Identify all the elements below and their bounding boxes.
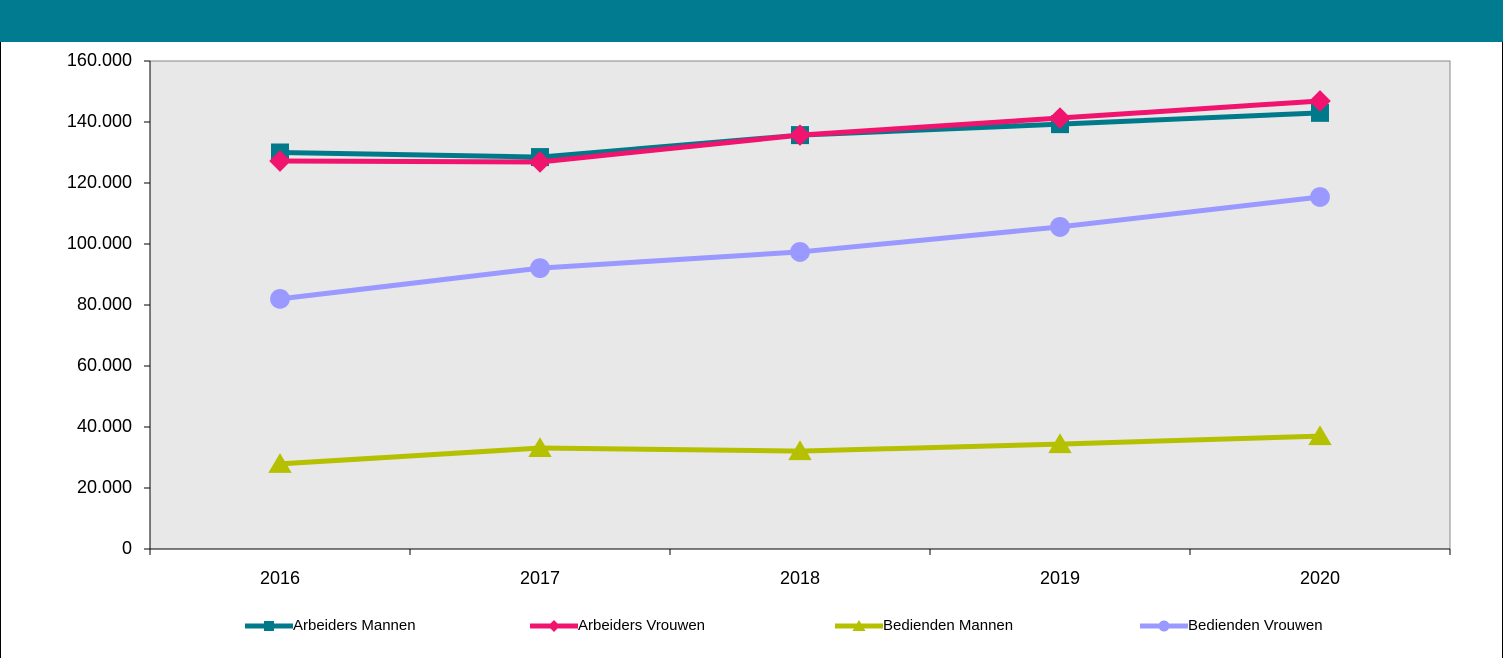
x-tick-label: 2019 — [1040, 568, 1080, 588]
y-tick-label: 60.000 — [77, 355, 132, 375]
x-tick-label: 2016 — [260, 568, 300, 588]
data-point — [790, 242, 810, 262]
y-tick-label: 100.000 — [67, 233, 132, 253]
legend-label: Bedienden Vrouwen — [1188, 617, 1323, 634]
y-tick-label: 0 — [122, 538, 132, 558]
y-tick-label: 120.000 — [67, 172, 132, 192]
data-point — [1308, 425, 1332, 446]
legend-label: Arbeiders Vrouwen — [578, 617, 705, 634]
data-point — [1311, 103, 1329, 122]
y-tick-label: 40.000 — [77, 416, 132, 436]
legend-marker — [264, 621, 274, 631]
data-point — [528, 437, 552, 458]
data-point — [1049, 107, 1071, 129]
data-point — [1048, 433, 1072, 454]
legend-label: Bedienden Mannen — [883, 617, 1013, 634]
data-point — [1310, 187, 1330, 207]
data-point — [1050, 217, 1070, 237]
y-tick-label: 20.000 — [77, 477, 132, 497]
y-tick-label: 160.000 — [67, 50, 132, 70]
data-point — [529, 151, 551, 173]
data-point — [530, 258, 550, 278]
legend-marker — [548, 620, 560, 632]
legend-marker — [852, 620, 866, 631]
x-tick-label: 2017 — [520, 568, 560, 588]
y-tick-label: 140.000 — [67, 111, 132, 131]
data-point — [788, 440, 812, 461]
data-point — [269, 150, 291, 172]
data-point — [789, 124, 811, 146]
data-point — [268, 453, 292, 473]
data-point — [270, 289, 290, 309]
legend-label: Arbeiders Mannen — [293, 617, 416, 634]
x-tick-label: 2020 — [1300, 568, 1340, 588]
x-tick-label: 2018 — [780, 568, 820, 588]
y-tick-label: 80.000 — [77, 294, 132, 314]
data-point — [1309, 90, 1331, 112]
legend-marker — [1158, 620, 1170, 632]
header-band — [0, 0, 1503, 42]
